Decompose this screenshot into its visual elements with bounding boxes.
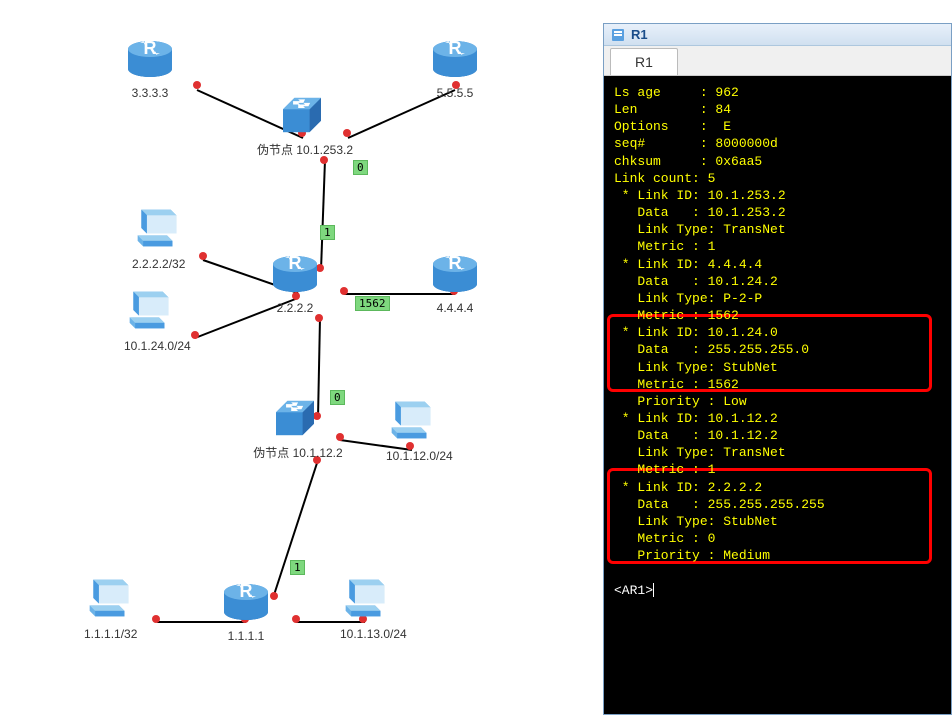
terminal-line: Metric : 1562 (614, 307, 947, 324)
terminal-line: Link Type: StubNet (614, 359, 947, 376)
terminal-line (614, 564, 947, 581)
router-icon (126, 31, 174, 79)
link-endpoint-dot (343, 129, 351, 137)
sw-top[interactable]: 伪节点 10.1.253.2 (280, 96, 324, 158)
pc-icon (386, 398, 434, 442)
link-endpoint-dot (191, 331, 199, 339)
window-title-bar[interactable]: R1 (604, 24, 951, 46)
node-label: 伪节点 10.1.12.2 (243, 444, 353, 461)
pc-icon (132, 206, 180, 250)
terminal-line: * Link ID: 4.4.4.4 (614, 256, 947, 273)
terminal-line: Metric : 1562 (614, 376, 947, 393)
router-icon (431, 246, 479, 294)
h-1012[interactable]: 10.1.12.0/24 (386, 398, 434, 463)
r-3333[interactable]: 3.3.3.3 (126, 31, 174, 100)
terminal-line: chksum : 0x6aa5 (614, 153, 947, 170)
metric-badge: 0 (330, 390, 345, 405)
terminal-window: R1 R1 Ls age : 962Len : 84Options : Eseq… (603, 23, 952, 715)
terminal-line: Ls age : 962 (614, 84, 947, 101)
link-endpoint-dot (270, 592, 278, 600)
r-5555[interactable]: 5.5.5.5 (431, 31, 479, 100)
link-endpoint-dot (340, 287, 348, 295)
terminal-line: Metric : 1 (614, 461, 947, 478)
network-topology: 3.3.3.3 5.5.5.5 2.2.2.2 4.4.4.4 1.1.1.1 伪节点 1… (0, 0, 600, 715)
router-icon (431, 31, 479, 79)
terminal-line: Len : 84 (614, 101, 947, 118)
terminal-body[interactable]: Ls age : 962Len : 84Options : Eseq# : 80… (604, 76, 951, 714)
terminal-line: * Link ID: 10.1.12.2 (614, 410, 947, 427)
r-4444[interactable]: 4.4.4.4 (431, 246, 479, 315)
terminal-line: Data : 255.255.255.0 (614, 341, 947, 358)
app-icon (610, 27, 626, 43)
node-label: 4.4.4.4 (431, 301, 479, 315)
terminal-line: * Link ID: 10.1.253.2 (614, 187, 947, 204)
node-label: 10.1.12.0/24 (386, 449, 434, 463)
switch-icon (280, 96, 324, 134)
pc-icon (84, 576, 132, 620)
link-endpoint-dot (193, 81, 201, 89)
pc-icon (124, 288, 172, 332)
terminal-line: Link Type: TransNet (614, 221, 947, 238)
tab-strip: R1 (604, 46, 951, 76)
terminal-line: * Link ID: 10.1.24.0 (614, 324, 947, 341)
r-1111[interactable]: 1.1.1.1 (222, 574, 270, 643)
link-endpoint-dot (292, 615, 300, 623)
prompt: <AR1> (614, 583, 653, 598)
link-endpoint-dot (315, 314, 323, 322)
link-endpoint-dot (199, 252, 207, 260)
terminal-line: Metric : 0 (614, 530, 947, 547)
router-icon (222, 574, 270, 622)
node-label: 10.1.13.0/24 (340, 627, 388, 641)
node-label: 1.1.1.1 (222, 629, 270, 643)
node-label: 10.1.24.0/24 (124, 339, 172, 353)
node-label: 3.3.3.3 (126, 86, 174, 100)
metric-badge: 1 (290, 560, 305, 575)
node-label: 伪节点 10.1.253.2 (250, 141, 360, 158)
h-1111-32[interactable]: 1.1.1.1/32 (84, 576, 132, 641)
pc-icon (340, 576, 388, 620)
node-label: 2.2.2.2 (271, 301, 319, 315)
terminal-line: Priority : Low (614, 393, 947, 410)
metric-badge: 1 (320, 225, 335, 240)
sw-mid[interactable]: 伪节点 10.1.12.2 (273, 399, 317, 461)
h-1024[interactable]: 10.1.24.0/24 (124, 288, 172, 353)
terminal-line: Options : E (614, 118, 947, 135)
metric-badge: 1562 (355, 296, 390, 311)
link-endpoint-dot (152, 615, 160, 623)
router-icon (271, 246, 319, 294)
tab-r1[interactable]: R1 (610, 48, 678, 75)
terminal-line: Link Type: StubNet (614, 513, 947, 530)
terminal-line: Data : 10.1.253.2 (614, 204, 947, 221)
switch-icon (273, 399, 317, 437)
terminal-line: seq# : 8000000d (614, 135, 947, 152)
node-label: 2.2.2.2/32 (132, 257, 180, 271)
terminal-line: Link Type: TransNet (614, 444, 947, 461)
node-label: 1.1.1.1/32 (84, 627, 132, 641)
terminal-line: Metric : 1 (614, 238, 947, 255)
terminal-line: Data : 255.255.255.255 (614, 496, 947, 513)
terminal-line: Priority : Medium (614, 547, 947, 564)
cursor (653, 583, 654, 597)
h-1013[interactable]: 10.1.13.0/24 (340, 576, 388, 641)
terminal-line: Data : 10.1.12.2 (614, 427, 947, 444)
terminal-line: Link count: 5 (614, 170, 947, 187)
terminal-line: * Link ID: 2.2.2.2 (614, 479, 947, 496)
link-endpoint-dot (336, 433, 344, 441)
terminal-line: Link Type: P-2-P (614, 290, 947, 307)
metric-badge: 0 (353, 160, 368, 175)
window-title: R1 (631, 27, 648, 42)
r-2222[interactable]: 2.2.2.2 (271, 246, 319, 315)
node-label: 5.5.5.5 (431, 86, 479, 100)
terminal-line: Data : 10.1.24.2 (614, 273, 947, 290)
h-2222-32[interactable]: 2.2.2.2/32 (132, 206, 180, 271)
